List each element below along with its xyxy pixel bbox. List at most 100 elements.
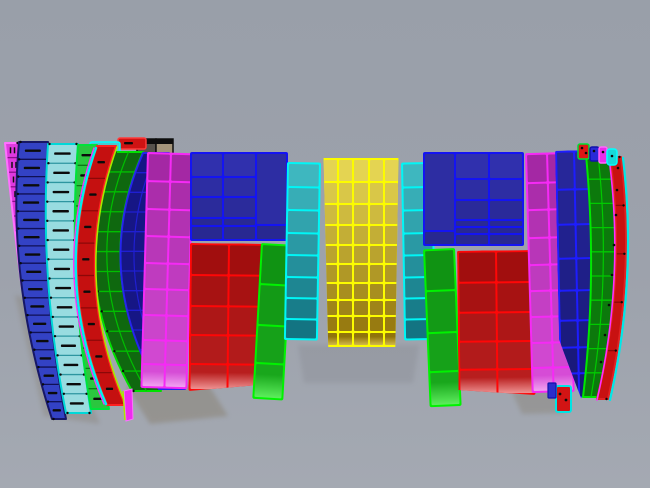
plate-cell [354,332,368,345]
plate-cell [354,226,368,245]
plate-cell [339,265,353,282]
plate-cell [256,226,287,239]
plate-cell [489,227,523,233]
plate-cell [384,205,399,225]
plate-cell [339,332,353,345]
plate-cell [224,154,255,176]
plate-cell [456,179,488,200]
tab-left-magenta [123,388,134,422]
edge-dot [614,213,618,217]
plate-label-mark [24,149,41,152]
edge-dot [615,188,619,192]
plate-label-mark [55,286,72,290]
plate-cell [425,154,455,230]
plate-label-mark [30,305,45,308]
plate-cell [192,227,223,239]
plate-cell [489,234,523,244]
edge-dot [580,146,584,150]
edge-dot [612,243,616,247]
plate-label-mark [58,325,74,328]
plate-label-mark [32,322,47,325]
plate-cell [369,332,383,345]
plate-cell [339,226,353,245]
strip-cyan-labeled [44,142,92,415]
plate-cell [354,183,368,204]
plate-label-mark [53,171,70,175]
plate-label-mark [81,153,92,157]
plate-label-mark [60,344,76,347]
edge-dot [607,303,611,307]
plate-cell [384,265,399,282]
edge-dot [610,154,614,158]
plate-cell [456,221,488,226]
plate-cell [324,283,338,299]
plate-cell [339,246,353,264]
plate-label-mark [93,397,104,401]
plate-label-mark [69,402,84,405]
plate-label-mark [52,229,69,232]
plate-label-mark [23,218,40,222]
plate-cell [384,332,399,345]
plate-cell [324,226,338,245]
plate-cell [192,154,223,176]
plate-label-mark [87,322,95,326]
plate-cell [384,283,399,299]
plate-cell [384,246,399,264]
plate-cell [224,227,255,239]
plate-cell [224,198,255,217]
edge-dot [603,333,607,337]
plate-label-mark [11,161,13,168]
plate-label-mark [53,267,71,271]
plate-cell [489,179,523,200]
plate-cell [489,201,523,220]
plate-cell [354,300,368,316]
shadow-left-tip [126,384,228,424]
tab-right-red [555,385,572,413]
plate-cell [456,227,488,233]
edge-dot [592,149,596,153]
plate-cell [369,205,383,225]
plate-cell [369,226,383,245]
plate-cell [354,283,368,299]
plate-label-mark [82,258,90,261]
plate-label-mark [9,147,12,154]
plate-cell [456,154,488,178]
plate-cell [256,154,287,225]
plate-cell [192,198,223,217]
plate-cell [369,317,383,331]
plate-cell [324,246,338,264]
plate-label-mark [43,374,55,377]
plate-cell [369,160,383,181]
plate-cap [577,143,590,160]
sliver-magenta [73,147,105,405]
plate-cell [324,160,338,181]
plate-cell [489,154,523,178]
plate-label-mark [12,176,15,183]
sliver-cyan-right [608,156,630,402]
plate-label-mark [23,184,40,187]
plate-label-mark [84,225,92,229]
plate-cell [354,265,368,282]
plate-cell [384,226,399,245]
gray-block [137,139,173,144]
panel-grid-yellow-center [323,158,399,347]
plate-cap [598,146,608,164]
plate-cell [192,218,223,226]
plate-label-mark [28,287,43,291]
edge-dot [599,360,603,364]
edge-dot [564,398,568,402]
plate-cell [324,265,338,282]
plate-cell [425,232,455,244]
plate-cell [354,205,368,225]
plate-label-mark [52,409,61,412]
strip-red-sliver-right [596,155,628,401]
plate-cap [589,146,600,162]
sliver-cyan [74,146,108,406]
plate-cell [324,205,338,225]
plate-label-mark [105,387,114,391]
edge-dot [558,392,562,396]
plate-label-mark [124,142,133,145]
panel-block-blue-right [423,152,524,246]
plate-label-mark [89,193,97,196]
